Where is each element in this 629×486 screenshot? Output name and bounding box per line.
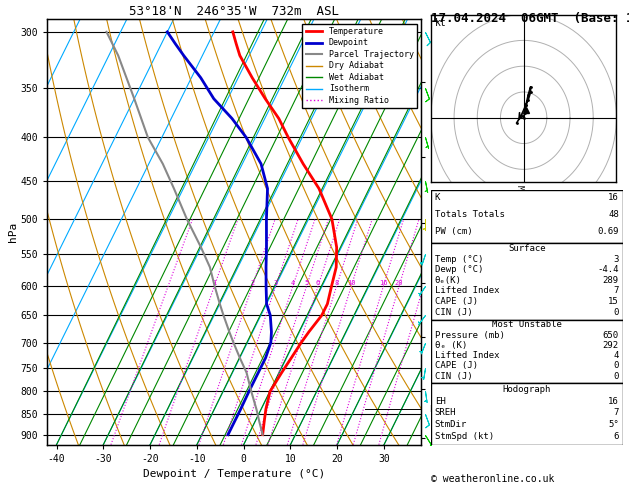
Text: StmDir: StmDir (435, 420, 467, 429)
Text: 3: 3 (613, 255, 619, 263)
Text: θₑ(K): θₑ(K) (435, 276, 462, 285)
Y-axis label: km
ASL: km ASL (439, 223, 460, 241)
Text: 7: 7 (613, 408, 619, 417)
Text: 7: 7 (613, 286, 619, 295)
Y-axis label: hPa: hPa (8, 222, 18, 242)
Text: 48: 48 (608, 210, 619, 219)
Text: 10: 10 (347, 280, 355, 286)
Text: 17.04.2024  06GMT  (Base: 12): 17.04.2024 06GMT (Base: 12) (431, 12, 629, 25)
Text: 1: 1 (212, 280, 216, 286)
Text: Pressure (mb): Pressure (mb) (435, 330, 504, 340)
Bar (431, 190, 623, 243)
Text: 16: 16 (608, 193, 619, 202)
Text: 4: 4 (291, 280, 295, 286)
Text: Hodograph: Hodograph (503, 385, 551, 394)
Text: 292: 292 (603, 341, 619, 350)
Text: 0: 0 (613, 362, 619, 370)
Text: K: K (435, 193, 440, 202)
Title: 53°18'N  246°35'W  732m  ASL: 53°18'N 246°35'W 732m ASL (130, 5, 339, 18)
Text: CIN (J): CIN (J) (435, 308, 472, 317)
Text: LCL: LCL (429, 405, 444, 414)
Text: SREH: SREH (435, 408, 456, 417)
Text: 0.69: 0.69 (598, 227, 619, 236)
Text: 650: 650 (603, 330, 619, 340)
Text: 0: 0 (613, 308, 619, 317)
Text: 2: 2 (250, 280, 254, 286)
Text: kt: kt (435, 18, 447, 28)
Bar (431, 383, 623, 445)
Text: 16: 16 (608, 397, 619, 406)
Legend: Temperature, Dewpoint, Parcel Trajectory, Dry Adiabat, Wet Adiabat, Isotherm, Mi: Temperature, Dewpoint, Parcel Trajectory… (303, 24, 417, 108)
Text: Surface: Surface (508, 244, 545, 253)
Text: Dewp (°C): Dewp (°C) (435, 265, 483, 274)
Text: 3: 3 (274, 280, 278, 286)
Bar (431, 320, 623, 383)
Text: Lifted Index: Lifted Index (435, 351, 499, 360)
Text: 15: 15 (608, 297, 619, 306)
Bar (431, 243, 623, 320)
Text: EH: EH (435, 397, 445, 406)
Text: PW (cm): PW (cm) (435, 227, 472, 236)
Text: CIN (J): CIN (J) (435, 372, 472, 381)
Text: 6: 6 (316, 280, 320, 286)
Text: Totals Totals: Totals Totals (435, 210, 504, 219)
Text: 16: 16 (379, 280, 387, 286)
Text: 20: 20 (395, 280, 403, 286)
Text: 6: 6 (613, 432, 619, 441)
X-axis label: Dewpoint / Temperature (°C): Dewpoint / Temperature (°C) (143, 469, 325, 479)
Text: 5°: 5° (608, 420, 619, 429)
Text: -4.4: -4.4 (598, 265, 619, 274)
Text: StmSpd (kt): StmSpd (kt) (435, 432, 494, 441)
Text: 8: 8 (335, 280, 339, 286)
Text: Most Unstable: Most Unstable (492, 320, 562, 330)
Text: 5: 5 (304, 280, 309, 286)
Text: Temp (°C): Temp (°C) (435, 255, 483, 263)
Text: 0: 0 (613, 372, 619, 381)
Text: Lifted Index: Lifted Index (435, 286, 499, 295)
Text: CAPE (J): CAPE (J) (435, 362, 477, 370)
Text: Mixing Ratio (g/kg): Mixing Ratio (g/kg) (515, 185, 524, 279)
Text: θₑ (K): θₑ (K) (435, 341, 467, 350)
Text: 289: 289 (603, 276, 619, 285)
Text: 4: 4 (613, 351, 619, 360)
Text: © weatheronline.co.uk: © weatheronline.co.uk (431, 473, 554, 484)
Text: CAPE (J): CAPE (J) (435, 297, 477, 306)
